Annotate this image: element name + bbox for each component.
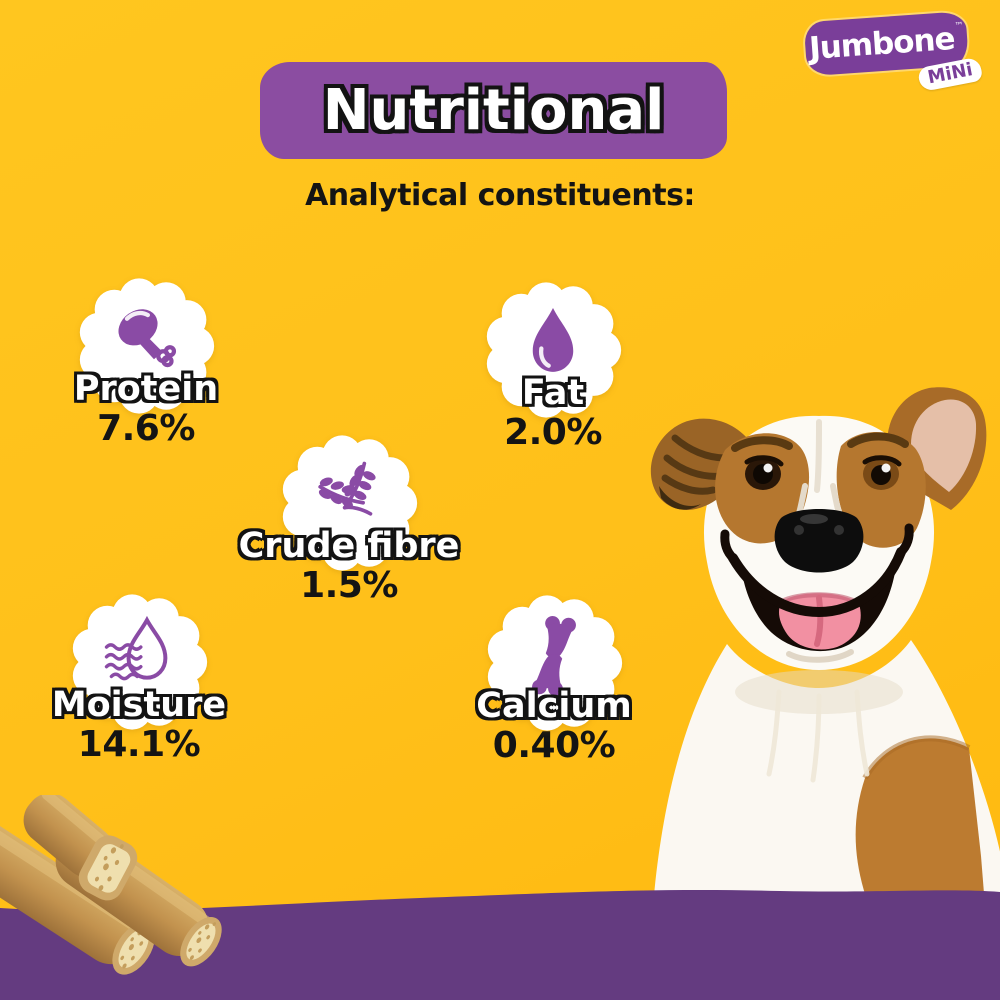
nutrient-value: 0.40% (492, 725, 616, 766)
jumbone-chew-treats-photo (0, 795, 222, 975)
page-title: Nutritional (322, 77, 665, 143)
nutrient-label: Moisture (51, 685, 227, 725)
subtitle: Analytical constituents: (305, 178, 695, 213)
nutrient-label: Fat (521, 373, 585, 413)
nutrient-label: Calcium (476, 686, 632, 726)
trademark-symbol: ™ (954, 21, 964, 32)
nutrient-badge-crude-fibre: Crude fibre 1.5% (239, 433, 459, 604)
nutrient-value: 1.5% (300, 565, 398, 606)
nutrient-label: Protein (73, 369, 219, 409)
nutrient-badge-protein: Protein 7.6% (36, 276, 256, 447)
nutrient-value: 7.6% (97, 408, 195, 449)
nutrient-value: 2.0% (504, 412, 602, 453)
nutrient-value: 14.1% (77, 724, 201, 765)
nutrient-badge-calcium: Calcium 0.40% (444, 593, 664, 764)
purple-wave-band (0, 889, 1000, 1000)
treat-stick (23, 795, 138, 901)
jack-russell-dog-photo (650, 387, 1000, 906)
nutrient-badge-moisture: Moisture 14.1% (29, 592, 249, 763)
nutrient-label: Crude fibre (238, 526, 460, 566)
nutritional-header-banner: Nutritional (260, 62, 727, 159)
nutrient-badge-fat: Fat 2.0% (443, 280, 663, 451)
jumbone-logo: Jumbone ™ MiNi (803, 8, 988, 98)
logo-brand-text: Jumbone (807, 20, 956, 67)
